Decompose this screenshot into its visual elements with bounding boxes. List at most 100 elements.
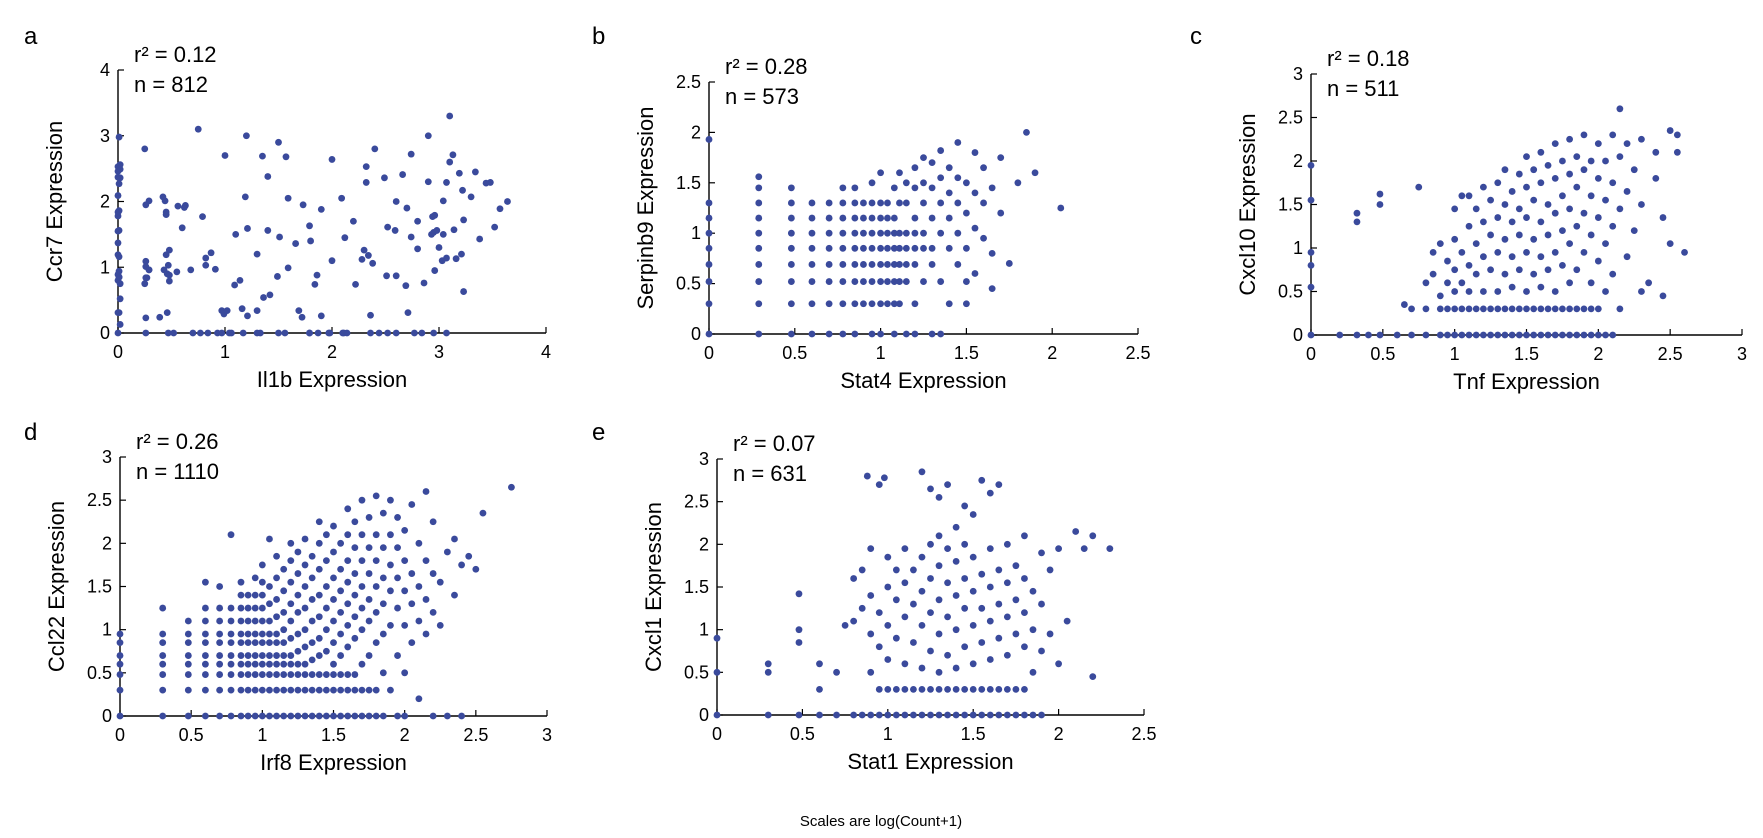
x-tick-label: 1 <box>257 725 267 745</box>
scatter-point <box>1580 131 1588 139</box>
x-tick-label: 2.5 <box>1125 343 1150 363</box>
scatter-point <box>1638 135 1645 143</box>
scatter-point <box>1012 686 1020 693</box>
scatter-point <box>986 489 994 497</box>
y-tick-label: 0.5 <box>87 663 112 683</box>
scatter-point <box>180 204 188 211</box>
scatter-point <box>418 329 426 337</box>
scatter-point <box>954 174 962 182</box>
scatter-point <box>266 712 273 720</box>
scatter-point <box>114 212 122 220</box>
scatter-point <box>911 244 919 252</box>
scatter-point <box>910 600 917 608</box>
scatter-point <box>424 132 432 140</box>
scatter-point <box>1616 153 1624 161</box>
scatter-point <box>116 660 124 668</box>
scatter-point <box>1451 235 1459 243</box>
scatter-point <box>387 686 394 694</box>
scatter-point <box>839 278 847 285</box>
scatter-point <box>1408 305 1415 313</box>
scatter-point <box>1072 528 1080 535</box>
scatter-point <box>258 652 266 659</box>
scatter-point <box>877 300 884 308</box>
scatter-point <box>892 566 900 574</box>
scatter-point <box>330 522 337 530</box>
scatter-point <box>755 261 763 268</box>
scatter-point <box>299 201 307 209</box>
scatter-point <box>244 686 252 694</box>
scatter-point <box>997 209 1005 217</box>
scatter-point <box>890 214 898 222</box>
scatter-point <box>273 686 280 694</box>
scatter-point <box>253 250 261 258</box>
scatter-point <box>301 671 309 678</box>
r-squared-label: r² = 0.18 <box>1327 46 1410 71</box>
scatter-point <box>986 583 994 591</box>
scatter-point <box>244 312 251 320</box>
scatter-point <box>971 270 979 277</box>
scatter-point <box>1587 305 1595 313</box>
scatter-point <box>337 539 345 547</box>
scatter-point <box>787 278 795 285</box>
scatter-point <box>1587 157 1595 165</box>
scatter-point <box>431 267 439 274</box>
scatter-point <box>1659 214 1667 221</box>
scatter-point <box>877 330 884 338</box>
scatter-point <box>937 147 945 154</box>
scatter-point <box>839 214 847 222</box>
scatter-point <box>159 686 167 694</box>
scatter-point <box>351 591 359 599</box>
scatter-point <box>928 330 936 338</box>
scatter-point <box>910 566 917 574</box>
scatter-point <box>1673 148 1681 156</box>
scatter-point <box>287 686 295 694</box>
scatter-point <box>858 604 866 612</box>
scatter-point <box>1480 218 1487 226</box>
scatter-point <box>284 194 292 202</box>
scatter-point <box>330 596 337 603</box>
scatter-point <box>164 261 172 269</box>
scatter-point <box>952 664 960 672</box>
scatter-point <box>1021 532 1028 540</box>
scatter-point <box>945 189 953 197</box>
scatter-point <box>241 193 249 201</box>
scatter-point <box>911 330 919 338</box>
scatter-point <box>755 214 763 222</box>
scatter-point <box>902 229 910 237</box>
scatter-point <box>884 278 891 285</box>
scatter-point <box>115 180 123 188</box>
scatter-point <box>713 711 721 719</box>
scatter-point <box>351 518 359 526</box>
scatter-point <box>850 617 858 625</box>
scatter-point <box>476 235 484 243</box>
scatter-point <box>910 711 917 719</box>
scatter-point <box>920 229 927 237</box>
y-tick-label: 1 <box>1293 238 1303 258</box>
scatter-point <box>825 330 833 338</box>
r-squared-label: r² = 0.28 <box>725 54 808 79</box>
scatter-point <box>1307 161 1315 169</box>
y-tick-label: 2 <box>699 534 709 554</box>
scatter-point <box>1594 140 1602 148</box>
scatter-point <box>369 259 377 267</box>
scatter-point <box>961 604 969 612</box>
scatter-point <box>868 300 876 308</box>
scatter-point <box>1376 190 1384 198</box>
scatter-point <box>1480 253 1487 261</box>
scatter-point <box>292 240 300 247</box>
scatter-point <box>1029 626 1037 634</box>
scatter-point <box>142 257 150 265</box>
scatter-point <box>372 712 380 720</box>
scatter-point <box>911 261 919 268</box>
scatter-point <box>273 712 280 720</box>
scatter-point <box>337 565 345 573</box>
scatter-point <box>258 617 266 625</box>
scatter-point <box>1501 331 1509 339</box>
scatter-point <box>1408 331 1415 339</box>
scatter-point <box>114 239 122 247</box>
panel-letter: a <box>24 23 38 50</box>
scatter-point <box>764 711 772 719</box>
scatter-point <box>851 300 859 308</box>
scatter-point <box>1559 192 1566 200</box>
scatter-point <box>202 630 209 638</box>
